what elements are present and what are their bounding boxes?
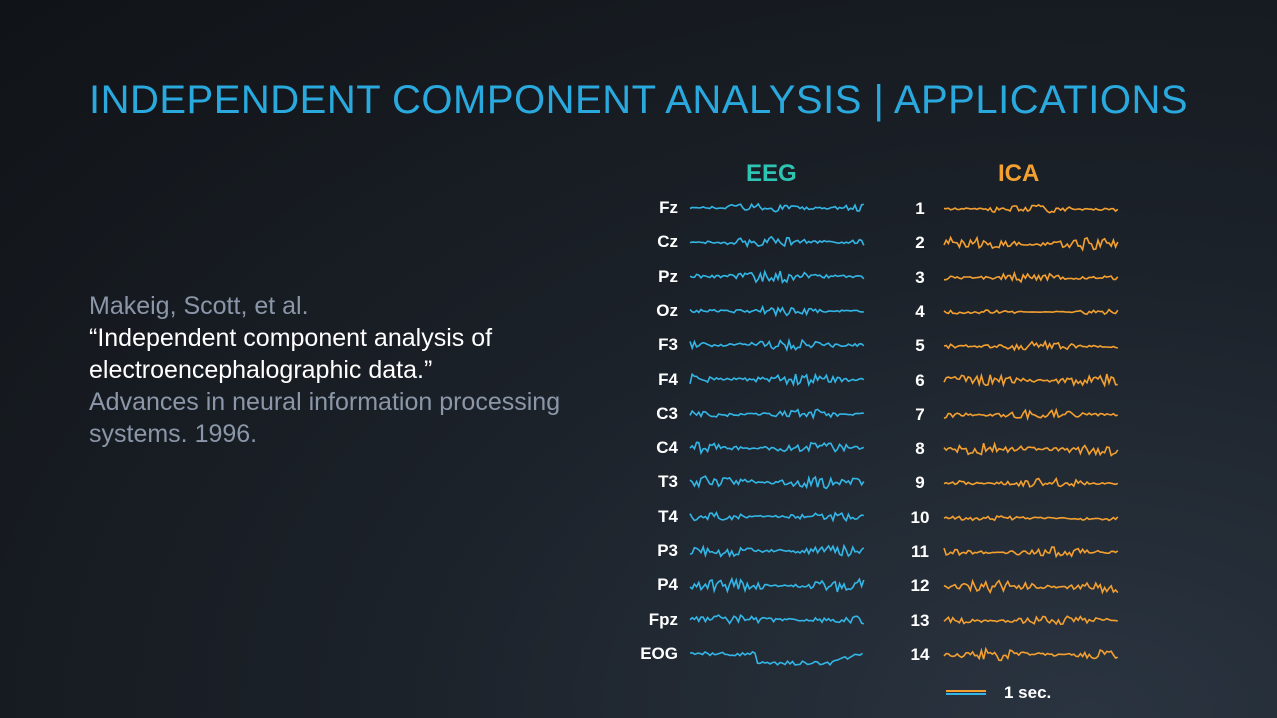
eeg-trace bbox=[689, 511, 864, 523]
eeg-channel-label: Pz bbox=[658, 266, 678, 286]
eeg-channel-label: Cz bbox=[657, 232, 678, 252]
ica-trace bbox=[943, 308, 1119, 316]
eeg-trace bbox=[689, 576, 865, 594]
eeg-trace bbox=[689, 441, 865, 456]
eeg-trace bbox=[689, 202, 864, 213]
ica-trace bbox=[943, 476, 1119, 488]
eeg-trace bbox=[689, 372, 865, 388]
ica-trace bbox=[943, 578, 1119, 595]
ica-trace bbox=[943, 407, 1118, 422]
eeg-trace bbox=[689, 235, 865, 249]
ica-trace bbox=[943, 615, 1118, 626]
ica-component-label: 12 bbox=[910, 576, 930, 596]
ica-trace bbox=[943, 546, 1119, 559]
ica-component-label: 13 bbox=[910, 610, 930, 630]
ica-trace bbox=[943, 372, 1118, 388]
eeg-channel-label: Fpz bbox=[648, 609, 678, 629]
eeg-channel-label: Fz bbox=[659, 198, 678, 217]
ica-component-label: 8 bbox=[915, 439, 925, 459]
eeg-trace bbox=[689, 613, 865, 625]
ica-trace bbox=[944, 270, 1119, 284]
ica-component-label: 2 bbox=[915, 233, 925, 253]
eeg-channel-label: F3 bbox=[658, 335, 678, 355]
eeg-channel-label: F4 bbox=[658, 369, 678, 389]
ica-component-label: 6 bbox=[915, 370, 925, 390]
slide-title: INDEPENDENT COMPONENT ANALYSIS | APPLICA… bbox=[88, 78, 1189, 122]
eeg-channel-label: C4 bbox=[656, 438, 678, 458]
citation: Makeig, Scott, et al. “Independent compo… bbox=[89, 290, 569, 450]
ica-component-label: 4 bbox=[915, 301, 925, 321]
eeg-trace bbox=[689, 408, 864, 421]
ica-header: ICA bbox=[998, 160, 1040, 187]
ica-component-label: 14 bbox=[910, 644, 930, 664]
ica-trace bbox=[943, 235, 1119, 252]
ica-component-label: 9 bbox=[915, 473, 925, 493]
ica-component-label: 10 bbox=[910, 507, 930, 527]
eeg-header: EEG bbox=[746, 160, 797, 187]
ica-component-label: 11 bbox=[911, 542, 929, 561]
ica-trace bbox=[943, 339, 1118, 352]
eeg-channel-label: P4 bbox=[657, 575, 678, 595]
ica-trace bbox=[943, 203, 1119, 214]
eeg-trace bbox=[689, 304, 864, 318]
eeg-trace bbox=[689, 337, 865, 353]
citation-authors: Makeig, Scott, et al. bbox=[89, 292, 309, 320]
scale-label: 1 sec. bbox=[1004, 683, 1052, 702]
eeg-trace bbox=[689, 543, 865, 558]
eeg-trace bbox=[689, 269, 865, 285]
eeg-channel-label: EOG bbox=[640, 643, 678, 663]
eeg-channel-label: Oz bbox=[656, 300, 678, 320]
ica-component-label: 3 bbox=[915, 267, 925, 287]
ica-trace bbox=[943, 514, 1119, 522]
ica-trace bbox=[943, 646, 1119, 662]
eeg-channel-label: T3 bbox=[658, 472, 678, 492]
eeg-trace bbox=[689, 650, 863, 667]
ica-trace bbox=[943, 441, 1119, 457]
eeg-channel-label: P3 bbox=[657, 541, 678, 560]
citation-venue: Advances in neural information processin… bbox=[89, 388, 561, 448]
ica-component-label: 7 bbox=[915, 404, 925, 424]
ica-component-label: 1 bbox=[915, 199, 925, 218]
scale-bar bbox=[946, 690, 986, 696]
citation-paper-title: “Independent component analysis of elect… bbox=[89, 324, 493, 384]
eeg-trace bbox=[689, 474, 865, 490]
ica-component-label: 5 bbox=[915, 336, 925, 356]
eeg-channel-label: T4 bbox=[658, 506, 678, 526]
eeg-channel-label: C3 bbox=[656, 403, 678, 423]
